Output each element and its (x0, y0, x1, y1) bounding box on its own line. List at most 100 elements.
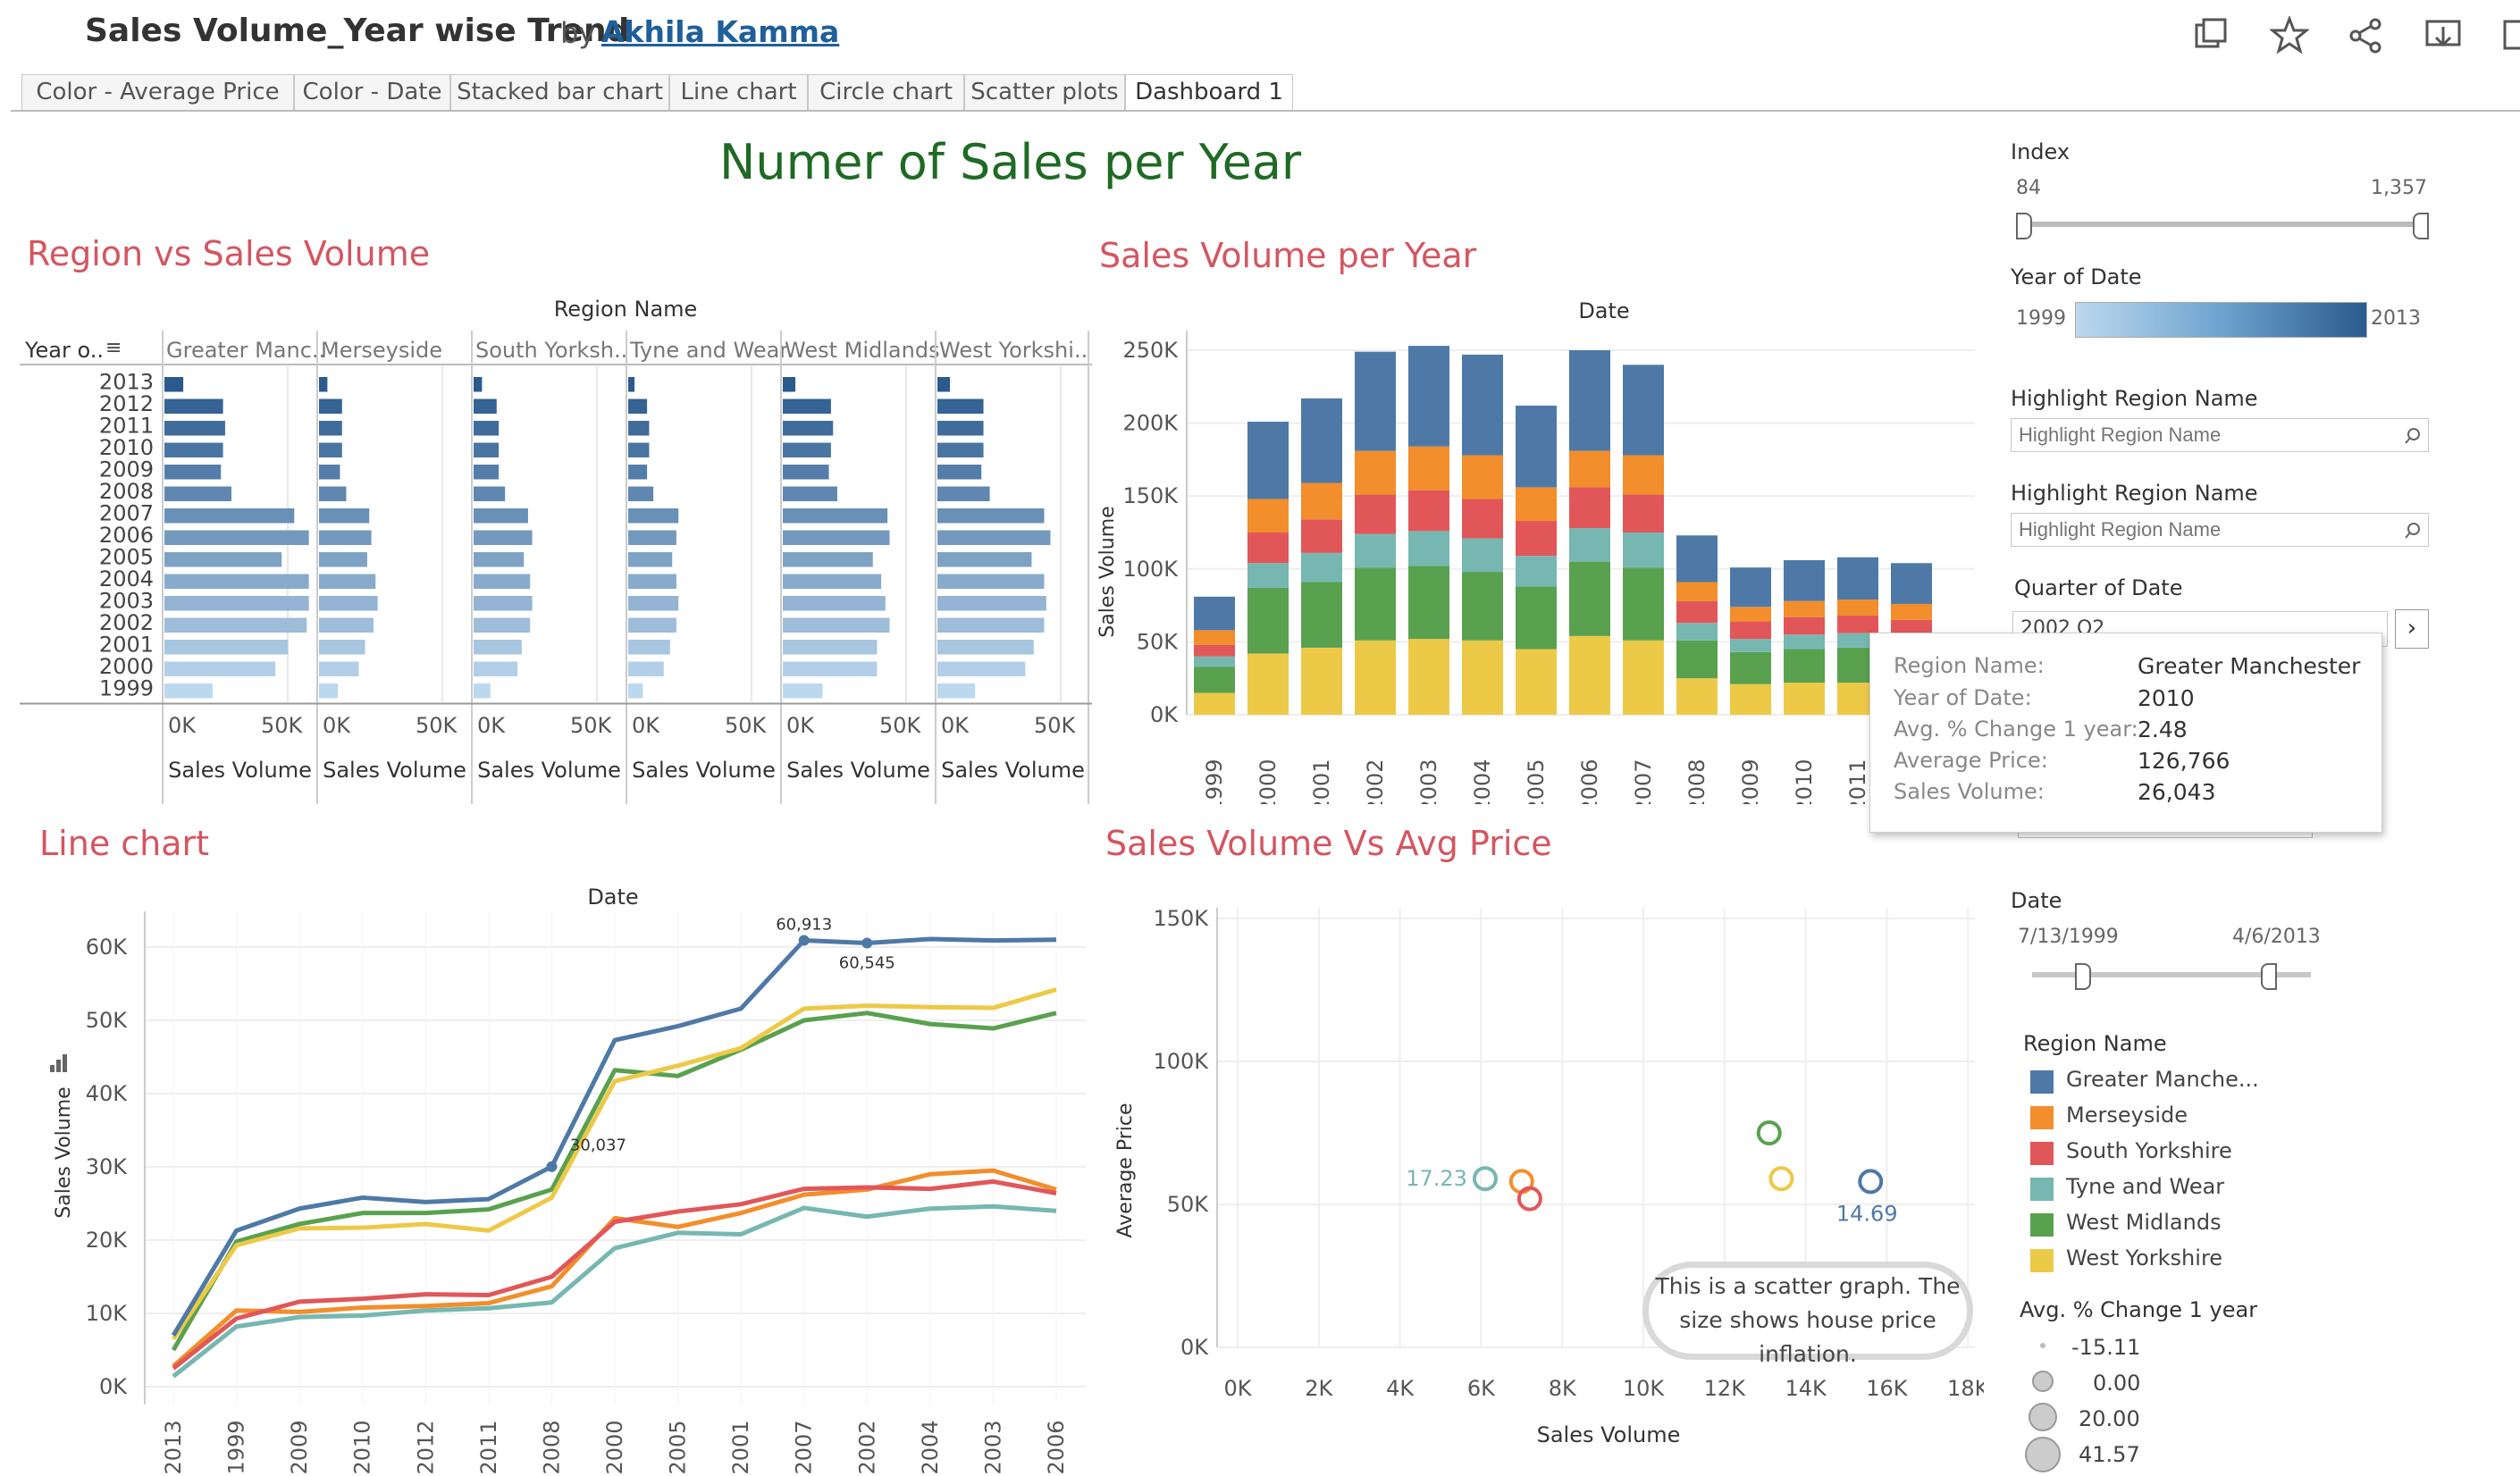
bar-segment (1301, 647, 1342, 715)
data-point (798, 935, 810, 946)
bar (783, 640, 878, 655)
bar-icon (50, 1065, 55, 1072)
x-tick-label: 1999 (1202, 759, 1227, 804)
legend-label: West Yorkshire (2066, 1245, 2223, 1271)
bar-segment (1462, 572, 1503, 641)
x-axis-title: Sales Volume (941, 758, 1085, 783)
tab-color-average-price[interactable]: Color - Average Price (21, 74, 294, 110)
date-slider-min-handle[interactable] (2075, 963, 2091, 990)
bar-segment (1837, 557, 1878, 600)
x-tick-label: 50K (725, 713, 768, 738)
bar (628, 596, 679, 611)
x-tick-label: 2001 (728, 1420, 753, 1474)
bar (937, 377, 951, 392)
bar-segment (1247, 588, 1289, 654)
bar (474, 377, 483, 392)
bar-segment (1408, 446, 1449, 491)
tab-dashboard-1[interactable]: Dashboard 1 (1125, 74, 1293, 110)
bar (783, 442, 831, 457)
fullscreen-icon[interactable] (2191, 16, 2230, 55)
year-tick-label: 2002 (99, 610, 154, 635)
bar-segment (1194, 644, 1235, 657)
tooltip-key: Sales Volume: (1894, 779, 2045, 804)
bar-segment (1623, 494, 1664, 533)
bar-segment (1569, 450, 1610, 488)
search-icon (2405, 523, 2420, 539)
x-tick-label: 0K (941, 713, 970, 738)
x-tick-label: 2004 (1470, 759, 1495, 804)
x-tick-label: 0K (1223, 1376, 1252, 1401)
tab-line-chart[interactable]: Line chart (669, 74, 808, 110)
year-tick-label: 2004 (99, 566, 154, 591)
highlight-region-input-1[interactable] (2011, 418, 2429, 452)
tab-stacked-bar-chart[interactable]: Stacked bar chart (450, 74, 669, 110)
bar-segment (1247, 421, 1289, 499)
year-tick-label: 2011 (99, 414, 154, 439)
tab-color-date[interactable]: Color - Date (294, 74, 450, 110)
bar (474, 465, 500, 480)
index-slider-min-handle[interactable] (2016, 213, 2032, 239)
y-tick-label: 20K (86, 1228, 129, 1253)
bar-segment (1730, 683, 1771, 715)
x-tick-label: 50K (261, 713, 304, 738)
x-tick-label: 1999 (224, 1420, 249, 1474)
x-tick-label: 10K (1623, 1376, 1666, 1401)
highlight-region-input-2[interactable] (2011, 513, 2429, 547)
date-slider-track[interactable] (2032, 972, 2311, 977)
y-tick-label: 40K (86, 1081, 129, 1106)
index-slider-track[interactable] (2021, 222, 2423, 227)
bar-segment (1408, 346, 1449, 447)
quarter-next-button[interactable]: › (2395, 609, 2429, 649)
size-legend-circle (2029, 1403, 2057, 1431)
bar (474, 552, 525, 567)
bar-segment (1516, 556, 1557, 587)
year-color-ramp (2075, 302, 2367, 338)
bar (319, 552, 367, 567)
bar (319, 574, 376, 589)
bar-segment (1355, 494, 1396, 534)
star-icon[interactable] (2270, 16, 2309, 55)
scatter-chart: Average Price 0K 50K 100K 150K 0K 2K 4K 6K 8K 10K 1… (1114, 906, 1984, 1447)
bar (628, 574, 676, 589)
series-line (171, 987, 1057, 1341)
scatter-point (1858, 1169, 1884, 1195)
y-axis-title: Average Price (1114, 1103, 1137, 1237)
sheet-title-scatter: Sales Volume Vs Avg Price (1105, 824, 1552, 863)
author-link[interactable]: Akhila Kamma (601, 14, 840, 49)
bar-segment (1516, 406, 1557, 488)
download-icon[interactable] (2423, 16, 2463, 55)
bar (937, 596, 1046, 611)
bar-segment (1623, 640, 1664, 715)
highlight-region-label-2: Highlight Region Name (2011, 481, 2258, 506)
bar-segment (1730, 621, 1771, 640)
x-tick-label: 2002 (1363, 759, 1388, 804)
share-icon[interactable] (2347, 16, 2386, 55)
bar-segment (1676, 678, 1718, 715)
x-axis-title: Sales Volume (632, 758, 776, 783)
bar (937, 683, 976, 699)
bar (628, 377, 635, 392)
bar (164, 530, 309, 545)
sheet-tab-bar: Color - Average Price Color - Date Stack… (11, 74, 2520, 112)
bar-segment (1837, 616, 1878, 633)
bar-segment (1194, 692, 1235, 715)
bar-segment (1730, 651, 1771, 684)
tab-scatter-plots[interactable]: Scatter plots (964, 74, 1125, 110)
bar-segment (1784, 634, 1825, 650)
bar (474, 661, 518, 676)
bar (164, 661, 276, 676)
more-icon[interactable] (2498, 16, 2520, 55)
size-legend-label: 41.57 (2079, 1442, 2140, 1467)
bar-segment (1462, 499, 1503, 539)
y-tick-label: 100K (1153, 1049, 1209, 1074)
bar-icon (63, 1054, 67, 1072)
index-slider-max-handle[interactable] (2413, 213, 2429, 239)
bar (783, 377, 796, 392)
x-tick-label: 8K (1549, 1376, 1577, 1401)
x-tick-label: 0K (632, 713, 660, 738)
by-label: by (560, 16, 596, 50)
tab-circle-chart[interactable]: Circle chart (808, 74, 964, 110)
date-slider-max-handle[interactable] (2261, 963, 2277, 990)
region-header-label: South Yorksh.. (475, 338, 627, 363)
